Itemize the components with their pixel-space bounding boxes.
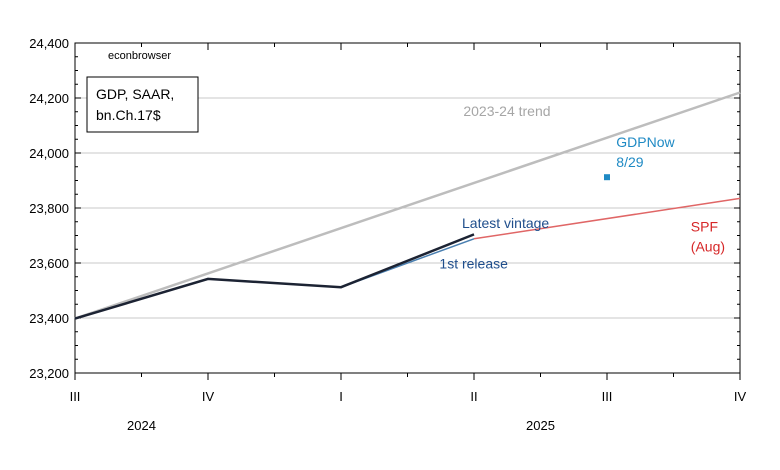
annotation-line: 2023-24 trend — [463, 103, 550, 119]
annotation-latest: Latest vintage — [462, 215, 549, 231]
annotation-first: 1st release — [439, 256, 508, 272]
annotation-line: 1st release — [439, 256, 508, 272]
annotation-line: 8/29 — [616, 154, 643, 170]
annotation-trend: 2023-24 trend — [463, 103, 550, 119]
x-year-label: 2024 — [127, 418, 156, 433]
legend-box: GDP, SAAR, bn.Ch.17$ — [86, 76, 199, 133]
y-tick-label: 23,400 — [29, 311, 69, 326]
series-lines — [74, 91, 741, 320]
legend-line-1: GDP, SAAR, — [96, 86, 174, 102]
y-tick-label: 23,600 — [29, 256, 69, 271]
y-tick-label: 23,200 — [29, 366, 69, 381]
watermark-label: econbrowser — [108, 50, 171, 62]
y-tick-label: 24,000 — [29, 146, 69, 161]
series-line-spf — [473, 197, 741, 240]
annotation-line: (Aug) — [691, 238, 725, 254]
x-tick-label: II — [470, 389, 477, 404]
y-tick-label: 24,200 — [29, 91, 69, 106]
x-tick-label: III — [70, 389, 81, 404]
x-tick-label: IV — [734, 389, 747, 404]
x-tick-label: IV — [202, 389, 215, 404]
legend-line-2: bn.Ch.17$ — [96, 107, 161, 123]
series-line-trend — [74, 91, 741, 320]
annotations: 2023-24 trend GDPNow 8/29 Latest vintage 1st… — [439, 103, 725, 272]
gdpnow-point — [604, 174, 610, 181]
y-axis: 23,200 23,400 23,600 23,800 24,000 24,200 24,4… — [29, 36, 740, 381]
annotation-line: SPF — [691, 218, 718, 234]
annotation-spf: SPF (Aug) — [691, 218, 725, 254]
annotation-line: GDPNow — [616, 134, 675, 150]
x-tick-label: III — [602, 389, 613, 404]
points — [604, 174, 610, 181]
annotation-gdpnow: GDPNow 8/29 — [616, 134, 675, 170]
x-tick-label: I — [339, 389, 343, 404]
x-year-label: 2025 — [526, 418, 555, 433]
y-tick-label: 23,800 — [29, 201, 69, 216]
series-line-latest — [74, 233, 475, 320]
y-tick-label: 24,400 — [29, 36, 69, 51]
annotation-line: Latest vintage — [462, 215, 549, 231]
